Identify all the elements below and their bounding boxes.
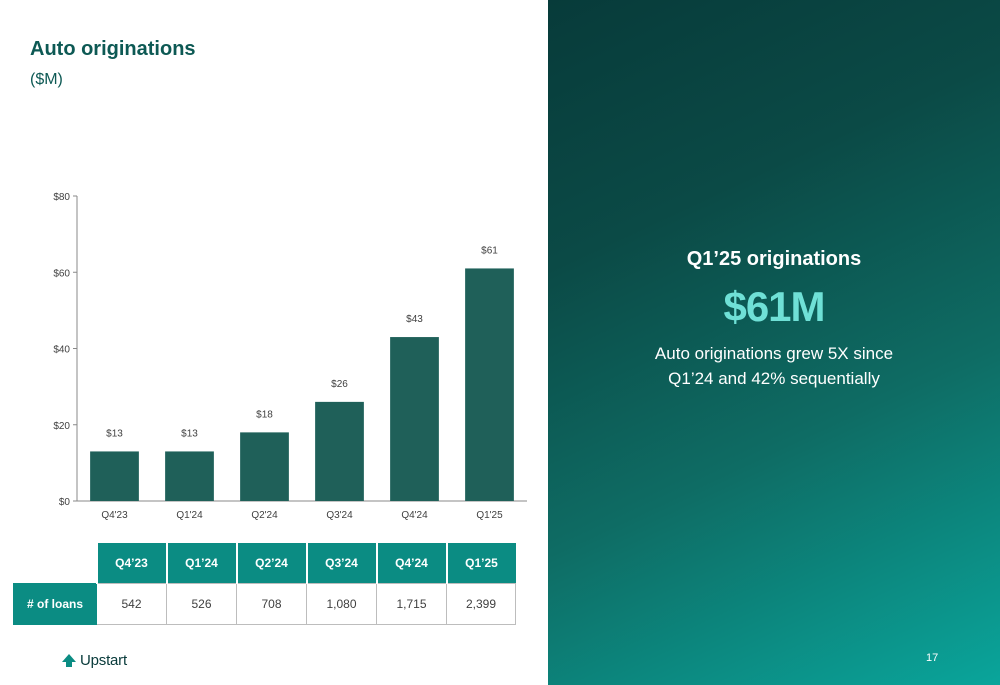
- loans-table: Q4’23 Q1’24 Q2’24 Q3’24 Q4’24 Q1’25 # of…: [13, 543, 516, 625]
- y-tick-label: $40: [53, 345, 70, 356]
- loans-value-cell: 708: [236, 583, 307, 625]
- x-tick-label: Q1'24: [176, 510, 203, 521]
- loans-header-cell: Q3’24: [305, 543, 377, 584]
- left-panel: Auto originations ($M) $0 $20 $40 $60 $80 $13…: [13, 38, 527, 669]
- loans-value-cell: 2,399: [446, 583, 516, 625]
- page-subtitle: ($M): [30, 71, 63, 88]
- page-title: Auto originations: [30, 38, 196, 60]
- loans-row-label: # of loans: [13, 583, 97, 625]
- loans-value-cell: 526: [166, 583, 237, 625]
- loans-header-cell: Q1’24: [165, 543, 237, 584]
- bar: [315, 401, 364, 501]
- loans-header-cell: Q2’24: [235, 543, 307, 584]
- bar-chart: $0 $20 $40 $60 $80 $13 Q4'23 $13 Q1'24 $18 Q2'24 $2…: [53, 192, 527, 521]
- y-tick-label: $60: [53, 268, 70, 279]
- loans-table-row: # of loans 542 526 708 1,080 1,715 2,399: [13, 583, 516, 625]
- right-panel: [548, 0, 1000, 685]
- y-tick-label: $80: [53, 192, 70, 203]
- bar: [465, 268, 514, 501]
- callout-body: Auto originations grew 5X since Q1’24 an…: [654, 344, 894, 388]
- bar-value-label: $18: [256, 409, 273, 420]
- x-tick-label: Q4'23: [101, 510, 128, 521]
- y-tick-label: $20: [53, 421, 70, 432]
- bar-value-label: $61: [481, 245, 498, 256]
- loans-header-cell: Q4’24: [375, 543, 447, 584]
- loans-value-cell: 542: [96, 583, 167, 625]
- bar-value-label: $43: [406, 314, 423, 325]
- bar-value-label: $26: [331, 379, 348, 390]
- upstart-logo-icon: [62, 654, 76, 667]
- bar-value-label: $13: [106, 428, 123, 439]
- loans-table-header-row: Q4’23 Q1’24 Q2’24 Q3’24 Q4’24 Q1’25: [14, 543, 516, 584]
- loans-header-cell: Q1’25: [445, 543, 516, 584]
- loans-header-cell: Q4’23: [95, 543, 167, 584]
- bar: [165, 451, 214, 501]
- bar: [90, 451, 139, 501]
- y-tick-label: $0: [59, 497, 71, 508]
- loans-table-corner: [14, 543, 97, 584]
- x-tick-label: Q2'24: [251, 510, 278, 521]
- loans-value-cell: 1,080: [306, 583, 377, 625]
- callout-heading: Q1’25 originations: [686, 248, 862, 270]
- page-number: 17: [926, 652, 939, 664]
- x-tick-label: Q1'25: [476, 510, 503, 521]
- upstart-logo: Upstart: [62, 652, 127, 669]
- x-tick-label: Q3'24: [326, 510, 353, 521]
- loans-value-cell: 1,715: [376, 583, 447, 625]
- bar: [390, 337, 439, 501]
- callout: Q1’25 originations $61M Auto origination…: [548, 248, 1000, 391]
- x-tick-label: Q4'24: [401, 510, 428, 521]
- callout-value: $61M: [723, 283, 825, 330]
- bar: [240, 432, 289, 501]
- bar-value-label: $13: [181, 428, 198, 439]
- upstart-logo-text: Upstart: [80, 652, 127, 669]
